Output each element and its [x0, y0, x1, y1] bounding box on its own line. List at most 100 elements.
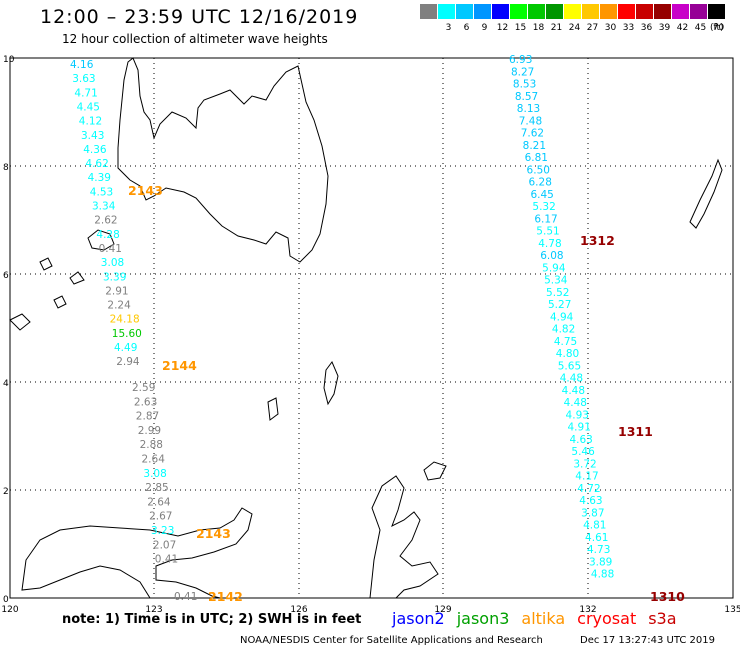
swh-value: 2.64	[142, 454, 166, 466]
swh-value: 7.62	[521, 128, 544, 140]
scale-label: 21	[550, 23, 563, 33]
swh-values: 4.16 3.63 4.71 4.45 4.12 3.43 4.36 4.62 4.39 4.53…	[70, 54, 614, 603]
coastline	[267, 397, 279, 421]
swh-value: 24.18	[110, 314, 140, 326]
coastline	[69, 271, 85, 285]
swh-value: 3.34	[92, 201, 116, 213]
scale-label: 6	[463, 23, 470, 33]
swh-value: 4.39	[88, 172, 111, 184]
scale-label: 9	[481, 23, 488, 33]
scale-swatch	[690, 4, 707, 19]
swh-value: 15.60	[112, 328, 142, 340]
scale-swatch	[654, 4, 671, 19]
lat-tick-label: 6	[3, 271, 9, 281]
lon-tick-label: 123	[145, 605, 162, 615]
swh-value: 4.48	[560, 373, 583, 385]
swh-value: 6.08	[540, 250, 563, 262]
swh-value: 5.32	[532, 201, 555, 213]
scale-swatch	[546, 4, 563, 19]
swh-value: 6.45	[530, 189, 553, 201]
swh-value: 2.64	[147, 496, 171, 508]
pass-label: 2143	[196, 526, 231, 541]
scale-swatch	[456, 4, 473, 19]
lat-tick-label: 4	[3, 379, 9, 389]
swh-value: 0.41	[155, 554, 178, 566]
swh-value: 2.88	[140, 439, 163, 451]
swh-value: 4.75	[554, 336, 577, 348]
swh-value: 2.94	[116, 356, 140, 368]
scale-label: 30	[604, 23, 617, 33]
timestamp: Dec 17 13:27:43 UTC 2019	[580, 635, 715, 646]
scale-swatch	[510, 4, 527, 19]
scale-swatch	[474, 4, 491, 19]
swh-value: 5.65	[558, 360, 581, 372]
swh-value: 2.59	[132, 382, 155, 394]
swh-value: 6.28	[529, 177, 552, 189]
swh-value: 3.39	[103, 271, 126, 283]
coastline	[9, 313, 31, 331]
legend-jason3: jason3	[456, 609, 510, 628]
swh-value: 4.88	[591, 569, 614, 581]
swh-value: 2.07	[153, 539, 176, 551]
legend-altika: altika	[521, 609, 566, 628]
scale-swatch	[600, 4, 617, 19]
scale-label: 27	[586, 23, 599, 33]
swh-value: 5.94	[542, 262, 566, 274]
swh-value: 4.81	[583, 520, 606, 532]
swh-value: 2.87	[136, 411, 159, 423]
pass-label: 1311	[618, 424, 653, 439]
map-subtitle: 12 hour collection of altimeter wave hei…	[62, 32, 328, 46]
coastline	[423, 461, 447, 481]
coastline	[39, 257, 53, 271]
scale-swatch	[618, 4, 635, 19]
scale-label: 33	[622, 23, 635, 33]
coastlines	[9, 57, 723, 599]
swh-value: 4.80	[556, 348, 579, 360]
swh-value: 5.34	[544, 275, 568, 287]
satellite-legend: jason2 jason3 altika cryosat s3a	[392, 609, 689, 628]
pass-label: 1312	[580, 233, 615, 248]
swh-value: 3.43	[81, 130, 104, 142]
scale-swatch	[636, 4, 653, 19]
scale-swatch	[672, 4, 689, 19]
scale-label: 36	[640, 23, 653, 33]
swh-value: 2.67	[149, 511, 172, 523]
lat-tick-label: 10	[3, 55, 15, 65]
legend-s3a: s3a	[648, 609, 677, 628]
axis-ticks: 120 123 126 129 132 135 0 2 4 6 8 10	[1, 55, 740, 615]
lat-tick-label: 8	[3, 163, 9, 173]
scale-label: 12	[496, 23, 509, 33]
legend-cryosat: cryosat	[577, 609, 637, 628]
scale-label: 18	[532, 23, 545, 33]
scale-swatch	[582, 4, 599, 19]
swh-value: 4.53	[90, 186, 113, 198]
coastline	[117, 57, 329, 263]
swh-value: 4.17	[575, 471, 598, 483]
pass-label: 2142	[208, 589, 243, 604]
lon-tick-label: 120	[1, 605, 18, 615]
swh-value: 3.08	[143, 468, 166, 480]
swh-value: 7.48	[519, 115, 542, 127]
coastline	[87, 229, 115, 251]
pass-label: 1310	[650, 589, 685, 604]
swh-value: 8.13	[517, 103, 540, 115]
swh-value: 8.27	[511, 66, 534, 78]
lat-tick-label: 0	[3, 595, 9, 605]
credit-text: NOAA/NESDIS Center for Satellite Applica…	[240, 635, 543, 646]
swh-value: 4.82	[552, 324, 575, 336]
scale-swatch	[492, 4, 509, 19]
scale-label: 24	[568, 23, 581, 33]
map-title: 12:00 – 23:59 UTC 12/16/2019	[40, 6, 359, 28]
swh-value: 4.45	[77, 101, 100, 113]
coastline	[21, 507, 253, 599]
grid-lines	[10, 58, 733, 598]
lon-tick-label: 132	[579, 605, 596, 615]
swh-value: 4.48	[564, 397, 587, 409]
lon-tick-label: 135	[724, 605, 740, 615]
swh-value: 8.53	[513, 79, 536, 91]
swh-value: 5.46	[571, 446, 595, 458]
scale-swatch	[564, 4, 581, 19]
scale-swatch	[438, 4, 455, 19]
lon-tick-label: 129	[434, 605, 451, 615]
